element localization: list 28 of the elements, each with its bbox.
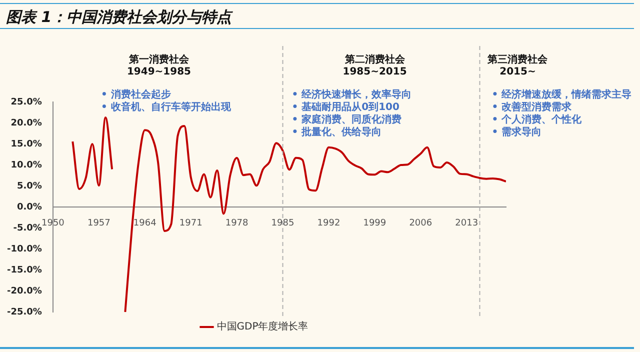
x-tick-label: 1978	[225, 218, 249, 229]
y-tick-label: -20.0%	[6, 286, 42, 296]
y-tick-label: 0.0%	[16, 202, 42, 212]
annotation: • 经济快速增长，效率导向 • 基础耐用品从0到100 • 家庭消费、同质化消费 • 批量化、供给导向	[292, 88, 412, 138]
y-tick-label: 10.0%	[10, 160, 42, 170]
chart-title: 图表 1：中国消费社会划分与特点	[0, 3, 634, 29]
y-tick-label: 5.0%	[16, 181, 42, 192]
text: 第二消费社会 1985~2015	[342, 54, 407, 78]
x-tick-label: 1999	[363, 218, 386, 229]
y-tick-label: 25.0%	[10, 97, 42, 108]
y-tick-label: -5.0%	[13, 223, 42, 234]
x-tick-label: 2013	[455, 218, 478, 229]
x-tick-label: 2006	[409, 218, 432, 229]
annotation: • 经济增速放缓，情绪需求主导 • 改善型消费需求 • 个人消费、个性化 • 需求导向	[492, 88, 632, 138]
x-tick-label: 1971	[179, 218, 202, 229]
x-tick-label: 1964	[133, 218, 157, 229]
legend-label: 中国GDP年度增长率	[216, 320, 308, 333]
x-tick-label: 1957	[87, 218, 110, 229]
y-tick-label: -15.0%	[6, 265, 42, 276]
y-tick-label: -25.0%	[6, 307, 42, 318]
x-tick-label: 1985	[271, 218, 294, 229]
text: 第一消费社会 1949~1985	[126, 54, 192, 78]
y-tick-label: -10.0%	[6, 244, 42, 254]
annotation: • 消费社会起步 • 收音机、自行车等开始出现	[100, 88, 232, 114]
x-tick-label: 1992	[317, 218, 340, 229]
text: 第三消费社会 2015~	[486, 54, 549, 78]
y-tick-label: 20.0%	[10, 118, 42, 128]
y-tick-label: 15.0%	[10, 139, 42, 150]
